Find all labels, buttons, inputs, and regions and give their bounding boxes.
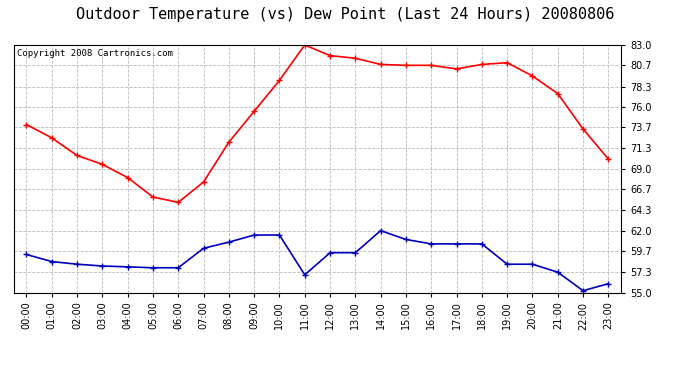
Text: Outdoor Temperature (vs) Dew Point (Last 24 Hours) 20080806: Outdoor Temperature (vs) Dew Point (Last… bbox=[76, 8, 614, 22]
Text: Copyright 2008 Cartronics.com: Copyright 2008 Cartronics.com bbox=[17, 49, 172, 58]
